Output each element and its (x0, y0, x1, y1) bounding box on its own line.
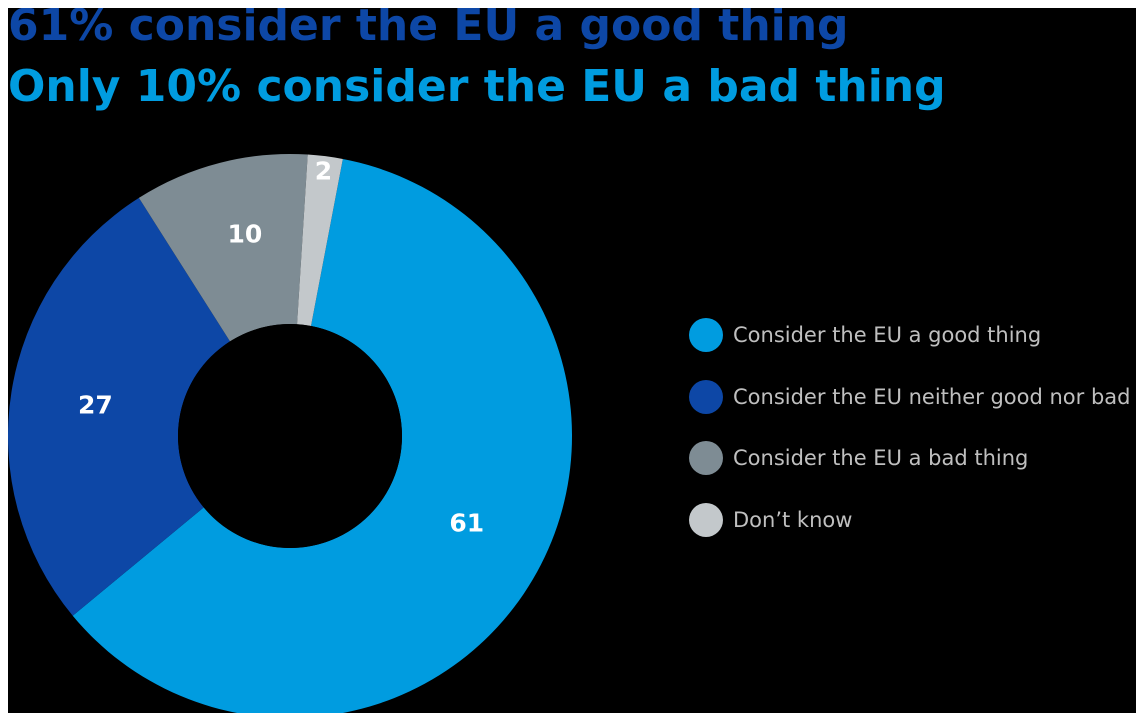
chart-frame: 61% consider the EU a good thing Only 10… (8, 8, 1136, 713)
data-label-good: 61 (449, 509, 484, 538)
legend-item-neither: Consider the EU neither good nor bad (689, 379, 1131, 414)
legend-swatch-good (689, 318, 723, 352)
legend-item-bad: Consider the EU a bad thing (689, 441, 1130, 475)
legend-swatch-neither (689, 379, 723, 414)
chart-subtitle: Only 10% consider the EU a bad thing (8, 61, 946, 112)
legend-swatch-bad (689, 441, 723, 475)
slice-bad (138, 154, 308, 342)
legend-label-neither: Consider the EU neither good nor bad (733, 384, 1131, 409)
legend-label-good: Consider the EU a good thing (733, 323, 1042, 347)
slice-dont-know (297, 154, 343, 326)
data-label-dont-know: 2 (315, 157, 332, 186)
legend: Consider the EU a good thing Consider th… (689, 318, 1130, 564)
legend-label-bad: Consider the EU a bad thing (733, 446, 1029, 470)
data-label-neither: 27 (78, 391, 113, 420)
data-label-bad: 10 (227, 219, 262, 248)
legend-item-good: Consider the EU a good thing (689, 318, 1130, 352)
slice-good (72, 158, 572, 713)
legend-item-dont-know: Don’t know (689, 502, 1130, 537)
donut-chart: 61 27 10 2 (8, 154, 572, 713)
slice-neither (8, 197, 230, 616)
chart-title: 61% consider the EU a good thing (8, 8, 849, 51)
legend-swatch-dont-know (689, 502, 723, 537)
donut-hole (178, 324, 402, 548)
legend-label-dont-know: Don’t know (733, 507, 853, 532)
